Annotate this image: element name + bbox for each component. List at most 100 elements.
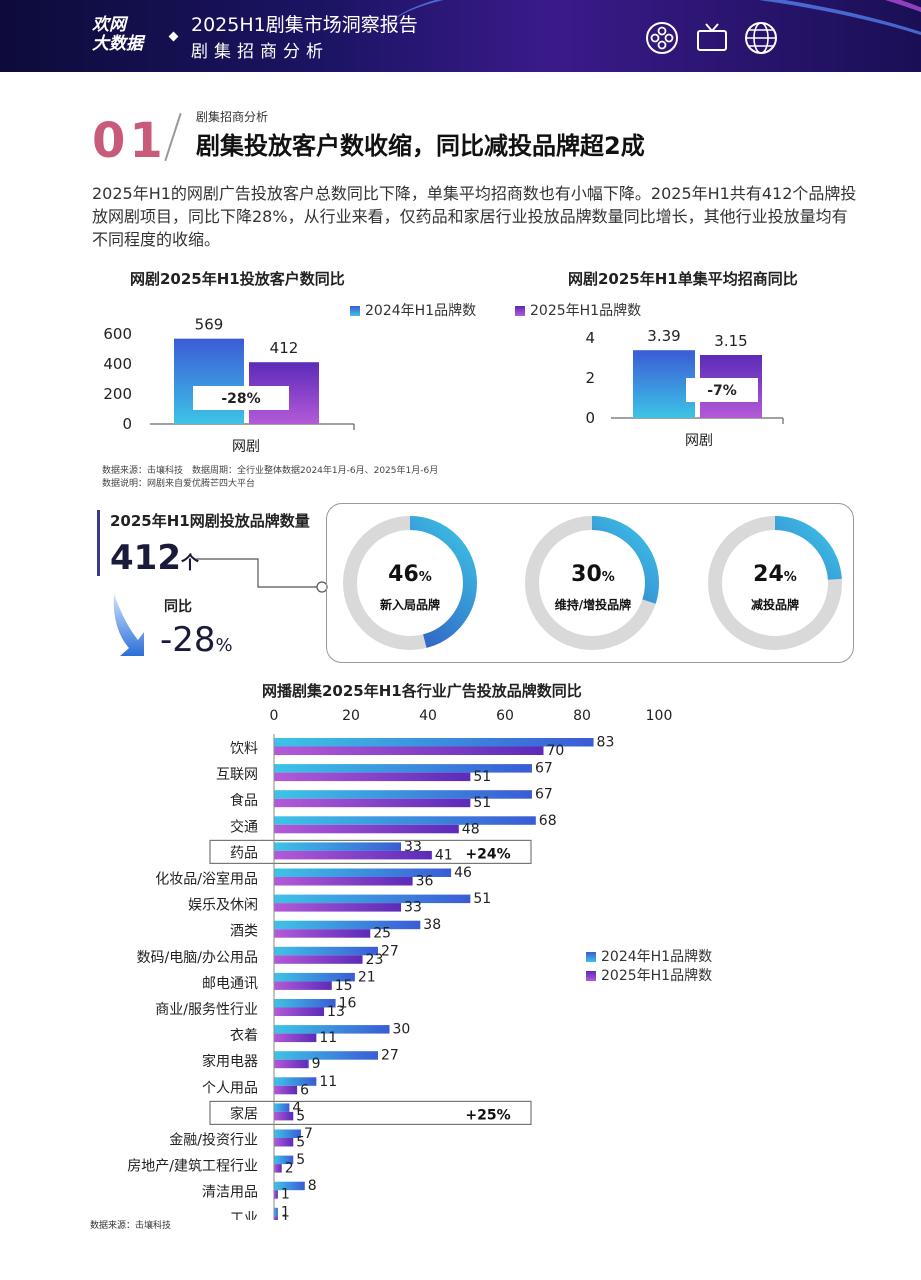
category-label: 互联网 xyxy=(216,767,258,783)
donut-reduce-label: 减投品牌 xyxy=(750,598,799,612)
bar-value-label: 1 xyxy=(281,1213,290,1220)
bar-value-label: 11 xyxy=(319,1030,337,1046)
legend-2024: 2024年H1品牌数 xyxy=(350,300,476,320)
bar-value-label: 6 xyxy=(300,1082,309,1098)
category-label: 酒类 xyxy=(230,924,258,940)
chart2-title: 网剧2025年H1单集平均招商同比 xyxy=(568,270,798,288)
tv-icon xyxy=(697,23,727,51)
category-label: 网剧 xyxy=(685,433,713,449)
bar-value-label: 13 xyxy=(327,1004,345,1020)
legend-swatch-2025 xyxy=(515,306,525,316)
bar-2025 xyxy=(274,1164,282,1173)
y-tick-label: 600 xyxy=(103,325,132,343)
legend-swatch-2024 xyxy=(350,306,360,316)
down-arrow-icon xyxy=(113,594,144,656)
category-label: 清洁用品 xyxy=(202,1185,258,1201)
bar-value-label: 68 xyxy=(539,813,557,829)
category-label: 商业/服务性行业 xyxy=(155,1002,258,1018)
bar-value-label: 5 xyxy=(296,1108,305,1124)
donut-group xyxy=(343,516,842,650)
chart3-title: 网播剧集2025年H1各行业广告投放品牌数同比 xyxy=(262,682,582,700)
bar-2025 xyxy=(274,1216,278,1220)
highlight-box xyxy=(209,839,532,864)
bar-value-label: 46 xyxy=(454,865,472,881)
bar-2024 xyxy=(274,738,594,747)
y-tick-label: 400 xyxy=(103,355,132,373)
bar-2024 xyxy=(274,894,471,904)
legend-swatch-2025 xyxy=(586,971,596,981)
bar-value-label: 27 xyxy=(381,1048,399,1064)
x-tick-label: 0 xyxy=(270,708,279,724)
category-label: 邮电通讯 xyxy=(202,976,258,992)
bar-value-label: 33 xyxy=(404,900,422,916)
change-badge xyxy=(193,386,289,410)
bar-value-label: 15 xyxy=(335,978,353,994)
brand-structure-card xyxy=(326,503,854,663)
bar-value-label: 51 xyxy=(473,891,491,907)
bar-value-label: 4 xyxy=(292,1100,301,1116)
bar-2025 xyxy=(274,981,332,990)
bar-value-label: 1 xyxy=(281,1204,290,1220)
bar-2024 xyxy=(274,1129,301,1138)
bar-2025 xyxy=(274,798,471,808)
source-explanation: 数据说明：网剧来自爱优腾芒四大平台 xyxy=(102,479,256,489)
category-label: 化妆品/浴室用品 xyxy=(155,871,258,888)
bar-2024 xyxy=(274,1077,317,1086)
category-label: 食品 xyxy=(230,792,258,809)
category-label: 药品 xyxy=(230,845,258,861)
bar-value-label: 67 xyxy=(535,787,553,803)
category-label: 娱乐及休闲 xyxy=(188,898,258,914)
highlight-label: +25% xyxy=(465,1107,510,1123)
donut-new-label: 新入局品牌 xyxy=(379,598,440,612)
x-tick-label: 80 xyxy=(573,708,591,724)
highlight-label: +24% xyxy=(465,846,510,862)
bar-2024 xyxy=(274,764,532,773)
bar-2025 xyxy=(274,746,544,755)
bar-2024 xyxy=(274,972,355,982)
bar-value-label: 27 xyxy=(381,943,399,959)
bar-2025 xyxy=(274,1138,294,1147)
bar-value-label: 36 xyxy=(416,874,434,890)
y-tick-label: 4 xyxy=(585,329,595,347)
bar-value-label: 21 xyxy=(358,969,376,985)
category-label: 工业 xyxy=(230,1211,258,1220)
bar-value-label: 48 xyxy=(462,821,480,837)
y-tick-label: 200 xyxy=(103,385,132,403)
category-label: 网剧 xyxy=(232,439,260,455)
bar-2025 xyxy=(274,1190,278,1199)
bottom-source: 数据来源：击壤科技 xyxy=(90,1221,172,1231)
bar-value-label: 38 xyxy=(423,917,441,933)
bar-2024 xyxy=(274,999,336,1008)
bar-2024 xyxy=(274,1155,294,1165)
bar-2024 xyxy=(274,1103,290,1112)
bar-value-label: 5 xyxy=(296,1135,305,1151)
category-label: 房地产/建筑工程行业 xyxy=(127,1159,258,1175)
brand-count: 412个 xyxy=(110,538,199,578)
bar-2025 xyxy=(274,850,432,860)
section-paragraph: 2025年H1的网剧广告投放客户总数同比下降，单集平均招商数也有小幅下降。202… xyxy=(92,184,857,249)
yoy-value: -28% xyxy=(160,620,233,660)
bar-2025 xyxy=(274,1111,294,1121)
bar-value-label: 16 xyxy=(339,996,357,1012)
bar-value-label: 11 xyxy=(319,1074,337,1090)
bar-2025 xyxy=(274,824,459,834)
report-subtitle: 剧集招商分析 xyxy=(191,42,329,62)
header-banner: 欢网 大数据 2025H1剧集市场洞察报告 剧集招商分析 xyxy=(0,0,921,72)
bar-2025 xyxy=(274,903,402,912)
bar-2025 xyxy=(274,929,371,938)
bar-2025 xyxy=(274,877,413,886)
bar-2025 xyxy=(274,1033,317,1043)
category-label: 数码/电脑/办公用品 xyxy=(137,950,258,966)
bar-value-label: 30 xyxy=(393,1022,411,1038)
stat-accent-bar xyxy=(97,510,100,576)
bar-value-label: 569 xyxy=(195,316,224,334)
client-count-chart: 0 200 400 600 569 412 -28% 网剧 xyxy=(103,316,355,455)
bar-value-label: 70 xyxy=(547,743,565,759)
category-label: 家居 xyxy=(230,1105,258,1122)
bar-value-label: 41 xyxy=(435,847,453,863)
bar-2025 xyxy=(274,772,471,782)
bar-2024 xyxy=(274,868,452,877)
donut-arc xyxy=(708,516,842,650)
donut-reduce-pct: 24% xyxy=(753,562,797,587)
legend-swatch-2024 xyxy=(586,952,596,962)
